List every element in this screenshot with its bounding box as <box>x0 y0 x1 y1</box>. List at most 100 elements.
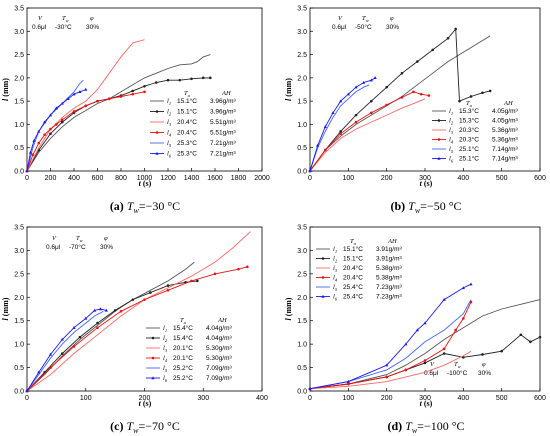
data-point-l6 <box>323 125 327 128</box>
y-tick-label: 1.0 <box>297 122 307 129</box>
data-point-l4 <box>49 127 52 131</box>
legend-ah-l2: 3.91g/m³ <box>376 256 402 263</box>
y-axis-label: l (mm) <box>1 297 10 320</box>
legend-ah-l4: 5.51g/m³ <box>210 130 236 137</box>
data-point-l6 <box>43 120 47 124</box>
legend-ah-l2: 4.05g/m³ <box>492 118 518 125</box>
data-point-l6 <box>316 143 320 147</box>
data-point-l4 <box>324 148 327 152</box>
y-tick-label: 1.0 <box>14 122 24 129</box>
data-point-l2 <box>469 95 473 98</box>
data-point-l2 <box>131 298 135 301</box>
chart-panel-1: 0.0 0.5 1.0 1.5 2.0 2.5 3.0 3.5 0 200 400 600 800 100… <box>1 6 270 216</box>
data-point-l6 <box>72 326 76 329</box>
data-point-l6 <box>84 316 88 320</box>
y-tick-label: 0.0 <box>297 169 307 176</box>
condition-humidity-head: φ <box>90 15 94 22</box>
data-point-l4 <box>60 118 64 122</box>
data-point-l4 <box>423 359 427 362</box>
data-point-l2 <box>113 309 117 312</box>
legend-header-ah: AH <box>387 238 397 245</box>
legend-ah-l6: 7.14g/m³ <box>492 156 518 163</box>
data-point-l6 <box>423 321 427 325</box>
legend-label-l3: l3 <box>449 127 454 135</box>
legend-label-l4: l4 <box>449 137 454 145</box>
x-tick-label: 0 <box>308 395 312 402</box>
data-point-l4 <box>131 92 135 96</box>
y-tick-label: 2.5 <box>14 52 24 59</box>
x-tick-label: 400 <box>256 395 268 402</box>
data-point-l2 <box>49 132 52 136</box>
x-tick-label: 0 <box>25 175 29 182</box>
condition-temp-head: Tw <box>62 15 69 23</box>
panel-caption: (a) Tw=−30 °C <box>110 199 180 215</box>
series-line-l1 <box>26 261 195 392</box>
x-tick-label: 2000 <box>254 175 270 182</box>
condition-volume-head: V <box>52 235 57 242</box>
legend-label-l2: l2 <box>167 109 172 117</box>
legend-temp-l5: 25.3°C <box>177 139 197 147</box>
legend-label-l6: l6 <box>449 156 454 164</box>
data-point-l6 <box>72 92 76 96</box>
y-tick-label: 2.0 <box>14 295 24 302</box>
legend-ah-l6: 7.21g/m³ <box>210 151 236 158</box>
data-point-l6 <box>60 337 64 341</box>
legend-label-l3: l3 <box>167 119 172 127</box>
legend-marker-l2 <box>437 119 441 122</box>
data-point-l4 <box>96 326 99 330</box>
y-tick-label: 0.5 <box>297 145 307 152</box>
data-point-l6 <box>92 308 97 312</box>
data-point-l4 <box>190 279 193 283</box>
x-tick-label: 0 <box>308 175 312 182</box>
legend-label-l3: l3 <box>163 345 168 353</box>
legend-label-l3: l3 <box>333 265 338 273</box>
legend-ah-l1: 3.96g/m³ <box>210 98 236 105</box>
condition-temp-head: Tw <box>76 235 83 243</box>
x-tick-label: 1200 <box>160 175 176 182</box>
condition-humidity-head: φ <box>390 15 394 22</box>
data-point-l2 <box>149 291 152 294</box>
panel-caption: (d) Tw=−100 °C <box>387 419 464 435</box>
data-point-l6 <box>37 129 41 133</box>
series-line-l3 <box>26 39 145 172</box>
data-point-l2 <box>488 89 492 93</box>
x-axis-label: t (s) <box>139 399 152 408</box>
legend-temp-l4: 20.4°C <box>177 129 197 137</box>
data-point-l4 <box>339 132 342 136</box>
x-tick-label: 200 <box>139 395 151 402</box>
data-point-l6 <box>54 106 58 110</box>
x-axis-label: t (s) <box>420 179 433 188</box>
data-point-l6 <box>346 379 350 383</box>
x-tick-label: 600 <box>534 175 546 182</box>
panel-caption: (c) Tw=−70 °C <box>110 419 180 435</box>
legend-label-l4: l4 <box>163 355 168 363</box>
legend: Ta AH l1 15.3°C 4.05g/m³ l2 15.3°C 4.05g/m³ l3 20… <box>432 100 518 163</box>
data-point-l4 <box>427 94 431 97</box>
legend-header-ah: AH <box>503 100 513 107</box>
y-tick-label: 1.5 <box>14 99 24 106</box>
data-point-l2 <box>166 78 170 82</box>
data-point-l4 <box>213 272 217 276</box>
x-tick-label: 800 <box>115 175 127 182</box>
condition-volume-head: V <box>430 361 435 368</box>
legend-marker-l6 <box>437 156 441 160</box>
legend-ah-l3: 5.38g/m³ <box>376 265 402 272</box>
data-point-l6 <box>415 328 419 332</box>
legend-ah-l3: 5.30g/m³ <box>206 345 232 352</box>
condition-humidity: 30% <box>100 244 113 251</box>
y-tick-label: 0.5 <box>14 145 24 152</box>
data-point-l2 <box>400 71 404 75</box>
data-point-l2 <box>481 353 484 356</box>
legend-label-l6: l6 <box>333 294 338 302</box>
data-point-l4 <box>419 92 423 96</box>
data-point-l2 <box>60 352 64 355</box>
y-tick-label: 2.5 <box>297 52 307 59</box>
legend-ah-l4: 5.38g/m³ <box>376 275 402 282</box>
data-point-l6 <box>385 363 389 367</box>
legend-temp-l1: 15.4°C <box>173 324 193 332</box>
x-tick-label: 1800 <box>231 175 247 182</box>
x-tick-label: 300 <box>419 395 431 402</box>
series-line-l4 <box>309 91 429 172</box>
data-point-l6 <box>78 90 82 94</box>
